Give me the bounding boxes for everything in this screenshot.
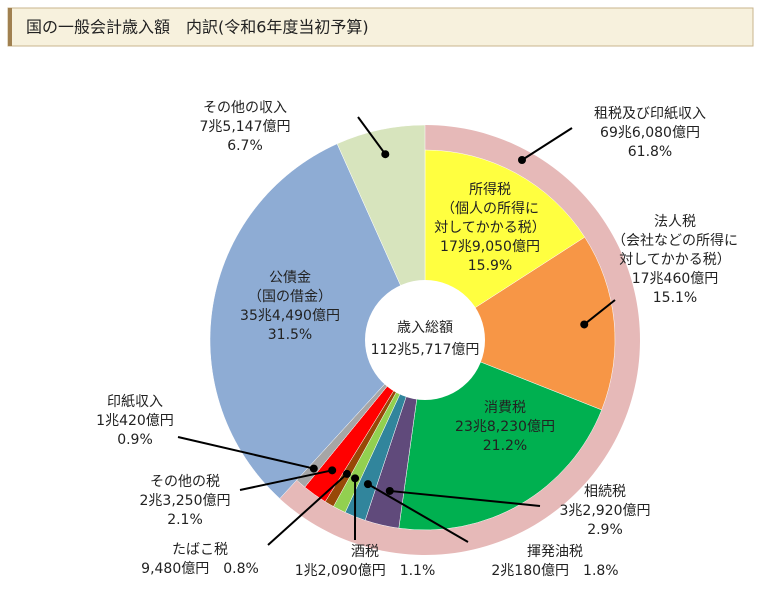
- leader-line: [389, 489, 541, 507]
- slice-name: 所得税: [469, 181, 511, 198]
- slice-amount: 35兆4,490億円: [240, 308, 340, 324]
- leader-line: [583, 299, 616, 326]
- slice-note: （国の借金）: [248, 289, 332, 305]
- leader-line: [357, 116, 387, 155]
- center-hole: [365, 280, 485, 400]
- slice-name: 酒税: [351, 544, 379, 560]
- outer-amount: 69兆6,080億円: [600, 125, 700, 141]
- leader-line: [521, 127, 573, 161]
- leader-line: [267, 473, 348, 546]
- chart-title: 国の一般会計歳入額 内訳(令和6年度当初予算): [26, 18, 369, 37]
- outer-name: 租税及び印紙収入: [594, 106, 706, 122]
- slice-amount: 7兆5,147億円: [200, 119, 291, 135]
- slice-amount: 23兆8,230億円: [455, 419, 555, 435]
- leader-dot: [518, 156, 526, 164]
- slice-amount: 3兆2,920億円: [560, 503, 651, 519]
- slice-amount: 2兆3,250億円: [140, 493, 231, 509]
- leader-line: [177, 436, 315, 470]
- slice-percent: 15.1%: [653, 290, 697, 306]
- leader-dot: [381, 150, 390, 159]
- slice-percent: 2.9%: [587, 522, 623, 538]
- center-amount: 112兆5,717億円: [371, 342, 480, 358]
- slice-amount: 1兆2,090億円: [295, 563, 386, 579]
- slice-name: 相続税: [584, 483, 626, 500]
- slice-name: 揮発油税: [527, 544, 583, 560]
- slice-amount: 2兆180億円: [491, 563, 569, 579]
- slice-percent: 1.8%: [583, 563, 619, 579]
- leader-dot: [385, 486, 394, 495]
- slice-name: その他の収入: [203, 100, 287, 116]
- leader-dot: [580, 320, 589, 329]
- slice-percent: 2.1%: [167, 512, 203, 528]
- slice-amount-percent: 2兆180億円 1.8%: [491, 563, 618, 579]
- slice-percent: 31.5%: [268, 327, 312, 343]
- slice-percent: 6.7%: [227, 138, 263, 154]
- leader-dot: [328, 466, 337, 475]
- slice-name: 法人税: [654, 214, 696, 230]
- leader-dot: [309, 464, 318, 473]
- center-label: 歳入総額: [397, 320, 453, 336]
- slice: [209, 143, 426, 499]
- slice-note: 対してかかる税）: [619, 252, 731, 268]
- slice-percent: 15.9%: [468, 258, 512, 274]
- title-accent: [8, 8, 12, 46]
- slice-note: （会社などの所得に: [612, 232, 738, 249]
- slice: [424, 236, 616, 411]
- slice: [424, 149, 586, 341]
- slice-percent: 21.2%: [483, 438, 527, 454]
- slice-name: 消費税: [484, 400, 526, 416]
- leader-line: [367, 483, 469, 543]
- slice-name: その他の税: [150, 474, 220, 490]
- slice-name: たばこ税: [172, 542, 228, 558]
- leader-dot: [342, 469, 351, 478]
- slice-note: 対してかかる税）: [434, 220, 546, 236]
- leader-dot: [351, 474, 360, 483]
- slice-name: 公債金: [269, 270, 311, 286]
- slice-amount-percent: 1兆2,090億円 1.1%: [295, 563, 436, 579]
- slice-note: （個人の所得に: [441, 200, 539, 217]
- slice-percent: 0.9%: [117, 432, 153, 448]
- outer-value-label: 61.8%: [628, 144, 672, 160]
- slice-percent: 0.8%: [223, 561, 259, 577]
- leader-line: [239, 469, 333, 491]
- title-bar: [7, 7, 754, 47]
- leader-dot: [363, 480, 372, 489]
- slice-amount: 17兆9,050億円: [440, 239, 540, 255]
- slice-amount-percent: 9,480億円 0.8%: [141, 561, 259, 577]
- slice-name: 印紙収入: [107, 394, 163, 410]
- slice-amount: 1兆420億円: [96, 413, 174, 429]
- slice-percent: 1.1%: [400, 563, 436, 579]
- slice-amount: 9,480億円: [141, 561, 209, 577]
- slice-amount: 17兆460億円: [632, 271, 719, 287]
